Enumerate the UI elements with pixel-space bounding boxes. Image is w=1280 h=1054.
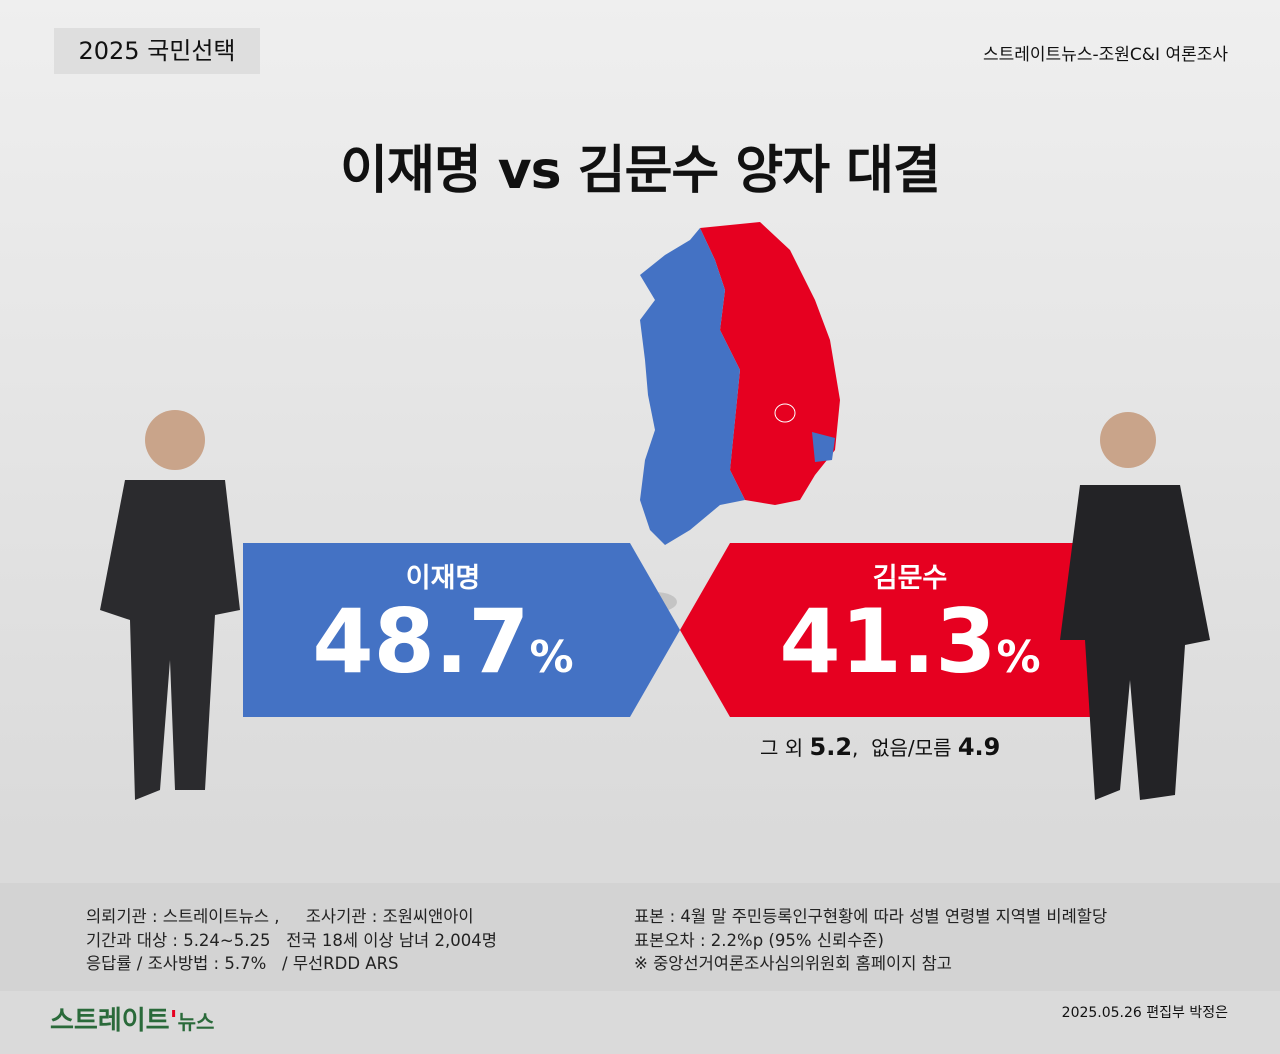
tag: 2025 국민선택: [54, 28, 260, 74]
logo-main: 스트레이트: [50, 1006, 170, 1036]
others-label: 없음/모름: [871, 736, 952, 760]
banner-red: [680, 543, 1090, 717]
candidate-name: 이재명: [405, 563, 481, 594]
map-west: [640, 228, 745, 545]
candidate-value: 48.7%: [243, 590, 643, 693]
map-east: [700, 222, 840, 505]
candidate-name: 김문수: [872, 563, 948, 594]
others-value: 5.2: [809, 733, 853, 761]
footer-line: 기간과 대상 : 5.24~5.25 전국 18세 이상 남녀 2,004명: [86, 930, 497, 950]
separator: ,: [852, 736, 859, 760]
graphics: [100, 222, 1210, 800]
source: 스트레이트뉴스-조원C&I 여론조사: [983, 45, 1228, 65]
footer-line: 표본 : 4월 말 주민등록인구현황에 따라 성별 연령별 지역별 비례할당: [634, 907, 1108, 926]
value: 41.3: [779, 590, 997, 693]
logo: 스트레이트'뉴스: [50, 1006, 215, 1036]
footer-right: 표본 : 4월 말 주민등록인구현황에 따라 성별 연령별 지역별 비례할당 표…: [634, 905, 1107, 976]
person-right: [1060, 412, 1210, 800]
footer-line: 의뢰기관 : 스트레이트뉴스 , 조사기관 : 조원씨앤아이: [86, 907, 474, 926]
footer: 의뢰기관 : 스트레이트뉴스 , 조사기관 : 조원씨앤아이 기간과 대상 : …: [0, 883, 1280, 991]
others-value: 4.9: [957, 733, 1001, 761]
others: 그 외 5.2, 없음/모름 4.9: [760, 732, 1000, 761]
banner-blue: [243, 543, 680, 717]
footer-line: 응답률 / 조사방법 : 5.7% / 무선RDD ARS: [86, 954, 399, 973]
map-daegu: [774, 403, 796, 423]
candidate-value: 41.3%: [720, 590, 1100, 693]
footer-left: 의뢰기관 : 스트레이트뉴스 , 조사기관 : 조원씨앤아이 기간과 대상 : …: [86, 905, 497, 976]
map-ulsan: [812, 432, 835, 462]
title: 이재명 vs 김문수 양자 대결: [340, 141, 941, 201]
person-left: [100, 410, 240, 800]
unit: %: [529, 632, 574, 683]
footer-line: 표본오차 : 2.2%p (95% 신뢰수준): [634, 930, 884, 950]
unit: %: [996, 632, 1041, 683]
others-label: 그 외: [760, 736, 804, 760]
value: 48.7: [312, 590, 530, 693]
credit: 2025.05.26 편집부 박정은: [1061, 1005, 1228, 1021]
footer-line: ※ 중앙선거여론조사심의위원회 홈페이지 참고: [634, 954, 952, 973]
logo-suffix: 뉴스: [177, 1010, 215, 1034]
